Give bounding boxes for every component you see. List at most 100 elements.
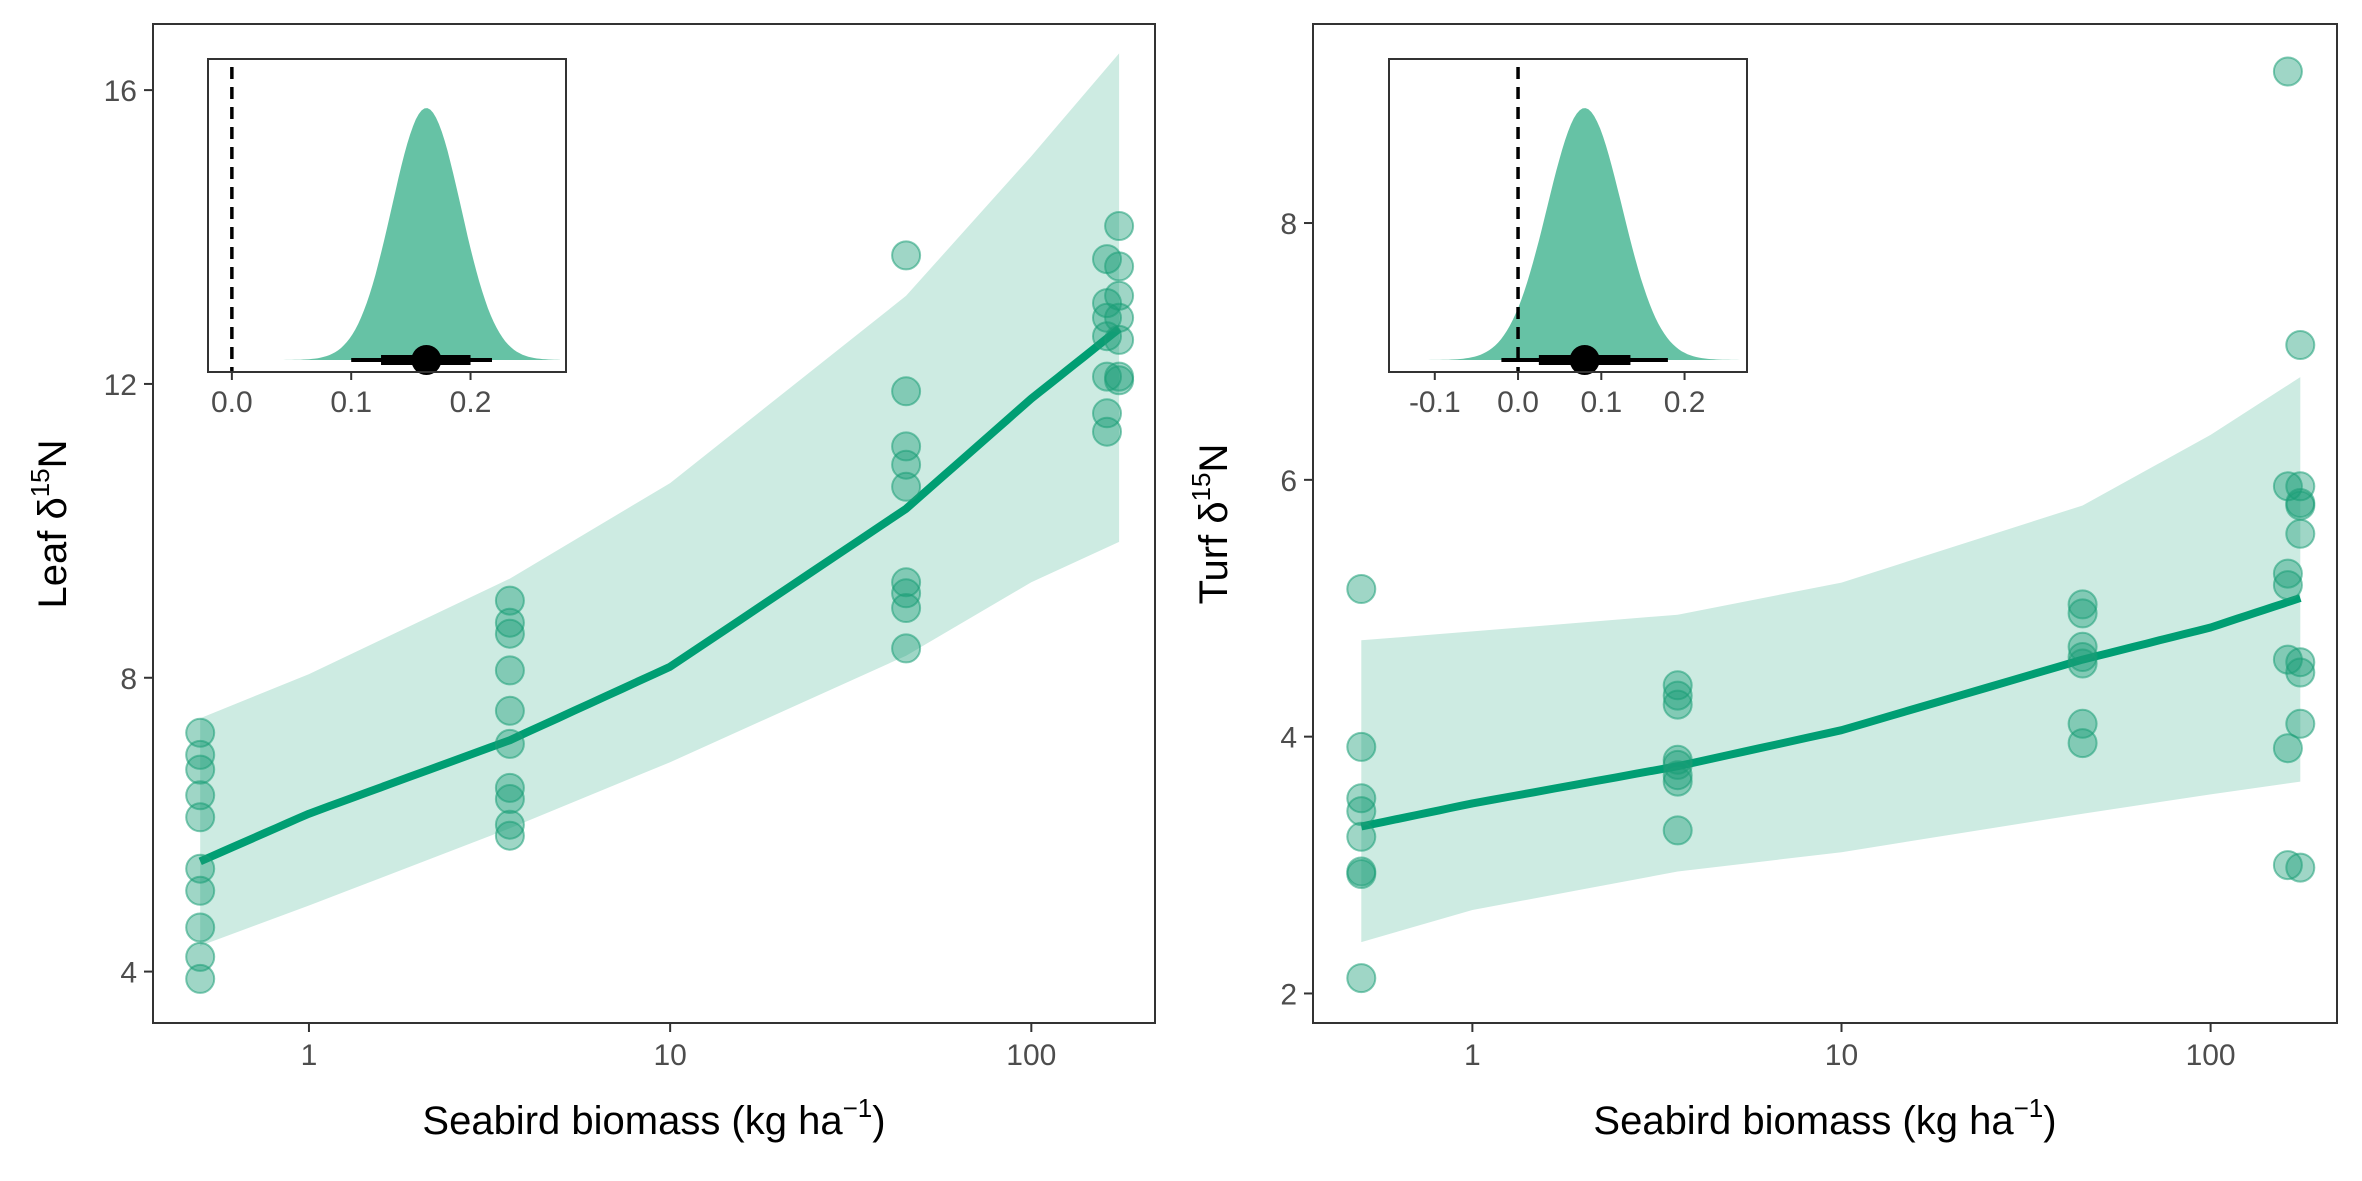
right-data-point: [1346, 783, 1377, 814]
left-data-point: [494, 607, 525, 638]
left-data-point: [185, 941, 216, 972]
right-inset-border: [1388, 58, 1748, 373]
left-inset-interval-layer: [351, 345, 493, 375]
right-data-point: [2067, 728, 2098, 759]
right-data-point: [2272, 56, 2303, 87]
left-data-point: [1104, 324, 1135, 355]
right-inset-x-tick-label: 0.2: [1664, 386, 1706, 419]
left-data-point: [185, 802, 216, 833]
left-x-ticks-layer: 1 10 100: [301, 1023, 1056, 1072]
right-y-tick-label: 2: [1280, 978, 1297, 1011]
left-x-axis-title: Seabird biomass (kg ha−1): [422, 1093, 885, 1143]
left-points-layer: [185, 211, 1135, 994]
right-inset-posterior-density: [1393, 108, 1743, 360]
left-y-tick-label: 16: [104, 75, 137, 108]
left-data-point: [891, 593, 922, 623]
left-data-point: [185, 754, 216, 785]
left-data-point: [494, 618, 525, 649]
left-data-point: [494, 772, 525, 803]
right-data-point: [2067, 589, 2098, 620]
right-x-axis-title: Seabird biomass (kg ha−1): [1593, 1093, 2056, 1143]
left-data-point: [185, 780, 216, 811]
left-fit-line: [198, 325, 1122, 866]
right-data-point: [2285, 330, 2316, 360]
right-fit-layer: [1360, 594, 2302, 831]
left-data-point: [185, 717, 216, 748]
left-panel-border: [152, 23, 1156, 1024]
right-data-point: [1346, 821, 1377, 852]
right-data-point: [1662, 749, 1693, 780]
right-inset-point-estimate: [1569, 345, 1600, 375]
left-data-point: [891, 567, 922, 598]
left-data-point: [494, 820, 525, 851]
left-data-point: [494, 655, 525, 686]
left-panel: 1 10 100 4 8 12 16 0.0 0.1 0.2 Seabird biomass …: [25, 23, 1156, 1143]
left-inset-point-estimate: [411, 345, 442, 375]
left-data-point: [494, 784, 525, 814]
left-inset: 0.0 0.1 0.2: [207, 58, 567, 419]
left-data-point: [1104, 280, 1135, 311]
right-fit-line: [1360, 594, 2302, 831]
left-data-point: [1092, 361, 1122, 392]
right-data-point: [2272, 570, 2303, 601]
right-data-point: [1346, 796, 1377, 827]
right-ribbon-layer: [1361, 377, 2301, 943]
right-data-point: [2067, 598, 2098, 629]
left-data-point: [494, 695, 525, 726]
right-data-point: [2285, 490, 2316, 521]
left-x-tick-label: 10: [653, 1039, 686, 1072]
right-inset-x-tick-label: -0.1: [1409, 386, 1461, 419]
right-panel-border: [1312, 23, 2338, 1024]
left-data-point: [185, 875, 216, 906]
right-data-point: [1662, 815, 1693, 846]
right-data-point: [2285, 852, 2316, 883]
left-inset-posterior-density: [214, 108, 560, 360]
right-inset-interval-layer: [1501, 345, 1668, 375]
left-credible-ribbon: [200, 53, 1120, 946]
right-data-point: [2272, 644, 2303, 675]
left-inset-density-layer: [214, 108, 560, 360]
left-y-tick-label: 4: [120, 957, 137, 990]
left-inset-x-tick-label: 0.0: [211, 386, 253, 419]
right-data-point: [2285, 657, 2316, 688]
left-data-point: [494, 809, 525, 840]
right-data-point: [1346, 731, 1377, 762]
left-x-tick-label: 100: [1006, 1039, 1056, 1072]
right-points-layer: [1346, 56, 2316, 994]
right-panel: 1 10 100 2 4 6 8 -0.1 0.0 0.1 0.2 Seabird biomas…: [1186, 23, 2338, 1143]
left-data-point: [185, 912, 216, 943]
right-data-point: [2067, 631, 2098, 662]
right-data-point: [1662, 680, 1693, 711]
right-data-point: [2067, 642, 2098, 672]
right-y-tick-label: 4: [1280, 722, 1297, 755]
left-data-point: [1092, 416, 1122, 447]
left-data-point: [1104, 251, 1135, 282]
right-inset-ticks-layer: -0.1 0.0 0.1 0.2: [1409, 372, 1705, 419]
right-data-point: [2285, 708, 2316, 739]
right-x-tick-label: 1: [1464, 1039, 1481, 1072]
right-data-point: [1662, 766, 1693, 797]
right-data-point: [1346, 963, 1377, 994]
left-data-point: [1104, 365, 1135, 396]
left-data-point: [891, 376, 922, 407]
left-inset-x-tick-label: 0.2: [450, 386, 492, 419]
left-inset-x-tick-label: 0.1: [330, 386, 372, 419]
right-y-tick-label: 8: [1280, 208, 1297, 241]
left-inset-ticks-layer: 0.0 0.1 0.2: [211, 372, 491, 419]
left-data-point: [1104, 302, 1135, 333]
right-credible-ribbon: [1361, 377, 2301, 943]
right-data-point: [2272, 850, 2303, 881]
right-y-tick-label: 6: [1280, 465, 1297, 498]
right-data-point: [2067, 648, 2098, 679]
right-data-point: [1346, 574, 1377, 604]
left-fit-layer: [198, 325, 1122, 866]
left-data-point: [891, 471, 922, 502]
left-data-point: [494, 728, 525, 759]
right-inset-density-layer: [1393, 108, 1743, 360]
left-data-point: [494, 585, 525, 616]
right-inset-x-tick-label: 0.0: [1497, 386, 1539, 419]
left-data-point: [185, 853, 216, 884]
left-y-tick-label: 12: [104, 369, 137, 402]
left-data-point: [891, 633, 922, 664]
